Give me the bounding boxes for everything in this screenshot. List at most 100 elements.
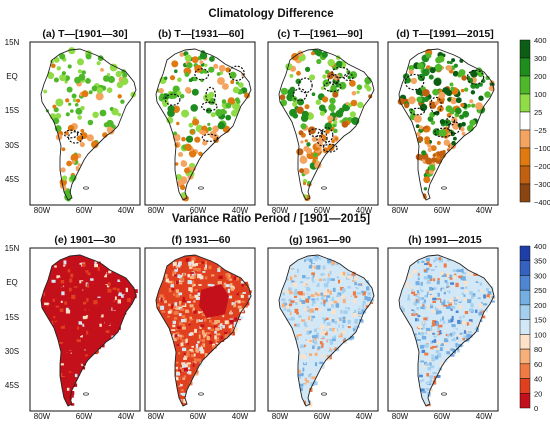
field-cell (90, 278, 94, 281)
field-cell (65, 299, 69, 303)
field-blob (415, 88, 423, 96)
field-cell (305, 326, 309, 330)
colorbar-segment (519, 147, 531, 167)
field-cell (193, 307, 195, 311)
colorbar-tick-label: 400 (534, 36, 547, 45)
field-cell (423, 341, 427, 344)
field-blob (438, 91, 446, 99)
field-cell (332, 327, 335, 332)
field-cell (189, 318, 193, 321)
field-cell (88, 330, 91, 335)
field-cell (105, 300, 109, 304)
field-cell (86, 284, 89, 288)
field-cell (430, 388, 433, 392)
field-blob (80, 128, 85, 133)
field-cell (70, 273, 74, 278)
field-blob (299, 168, 305, 174)
field-cell (471, 295, 474, 299)
field-blob (77, 69, 82, 74)
field-cell (225, 325, 230, 329)
field-cell (300, 296, 304, 299)
field-blob (418, 125, 423, 130)
panel-field (398, 254, 496, 407)
field-cell (421, 379, 425, 382)
field-cell (50, 290, 53, 294)
field-cell (216, 340, 221, 343)
field-cell (427, 329, 430, 334)
field-blob (318, 104, 326, 112)
field-cell (246, 303, 249, 306)
field-blob (356, 84, 363, 90)
field-blob (351, 91, 357, 96)
field-cell (453, 328, 457, 332)
field-cell (54, 275, 58, 280)
field-cell (293, 275, 297, 278)
field-blob (464, 87, 469, 92)
field-blob (430, 145, 437, 152)
field-cell (450, 304, 452, 308)
field-blob (59, 53, 66, 60)
field-blob (60, 167, 66, 173)
colorbar-tick-label: −25 (534, 126, 547, 135)
field-cell (192, 263, 196, 267)
colorbar-segment (519, 260, 531, 276)
field-cell (455, 286, 460, 290)
field-cell (61, 264, 64, 269)
field-blob (190, 129, 195, 135)
field-blob (55, 113, 62, 119)
field-cell (216, 320, 220, 323)
field-cell (180, 352, 183, 355)
panel-field (155, 48, 252, 202)
field-cell (103, 290, 106, 294)
field-blob (205, 107, 212, 114)
field-cell (178, 292, 183, 296)
field-blob (192, 118, 200, 126)
panel-title-a: (a) T—[1901—30] (42, 28, 127, 40)
field-blob (65, 98, 70, 103)
field-cell (218, 325, 222, 330)
field-cell (326, 356, 330, 361)
colorbar-tick-label: 300 (534, 54, 547, 63)
lat-label-15s-bottom: 15S (5, 313, 19, 322)
field-cell (67, 269, 71, 273)
field-cell (432, 320, 437, 324)
field-cell (370, 302, 374, 304)
field-cell (479, 282, 483, 286)
field-cell (284, 288, 290, 291)
field-cell (489, 294, 493, 298)
field-cell (352, 312, 358, 317)
field-blob (171, 60, 179, 68)
field-blob (296, 148, 304, 156)
field-cell (176, 327, 179, 331)
field-blob (175, 162, 179, 166)
field-cell (347, 285, 351, 289)
field-cell (193, 310, 197, 314)
field-cell (192, 368, 196, 371)
field-cell (127, 288, 130, 291)
field-cell (194, 363, 197, 368)
field-blob (327, 59, 335, 67)
field-cell (340, 272, 344, 277)
field-blob (200, 78, 204, 83)
panel-title-g: (g) 1961—90 (289, 234, 351, 246)
field-cell (174, 269, 178, 272)
field-cell (466, 333, 470, 338)
field-cell (230, 332, 233, 336)
field-blob (102, 132, 108, 138)
field-cell (305, 298, 310, 303)
field-cell (82, 335, 86, 339)
field-blob (351, 117, 357, 124)
field-cell (475, 277, 479, 282)
coastline (155, 48, 252, 201)
field-cell (306, 287, 311, 292)
field-cell (181, 369, 184, 372)
field-cell (189, 258, 192, 262)
field-cell (82, 279, 87, 281)
field-blob (437, 55, 445, 63)
field-cell (462, 338, 465, 341)
field-cell (173, 305, 176, 309)
field-cell (82, 366, 86, 370)
field-cell (195, 263, 198, 266)
field-cell (307, 295, 311, 300)
field-cell (418, 311, 421, 316)
